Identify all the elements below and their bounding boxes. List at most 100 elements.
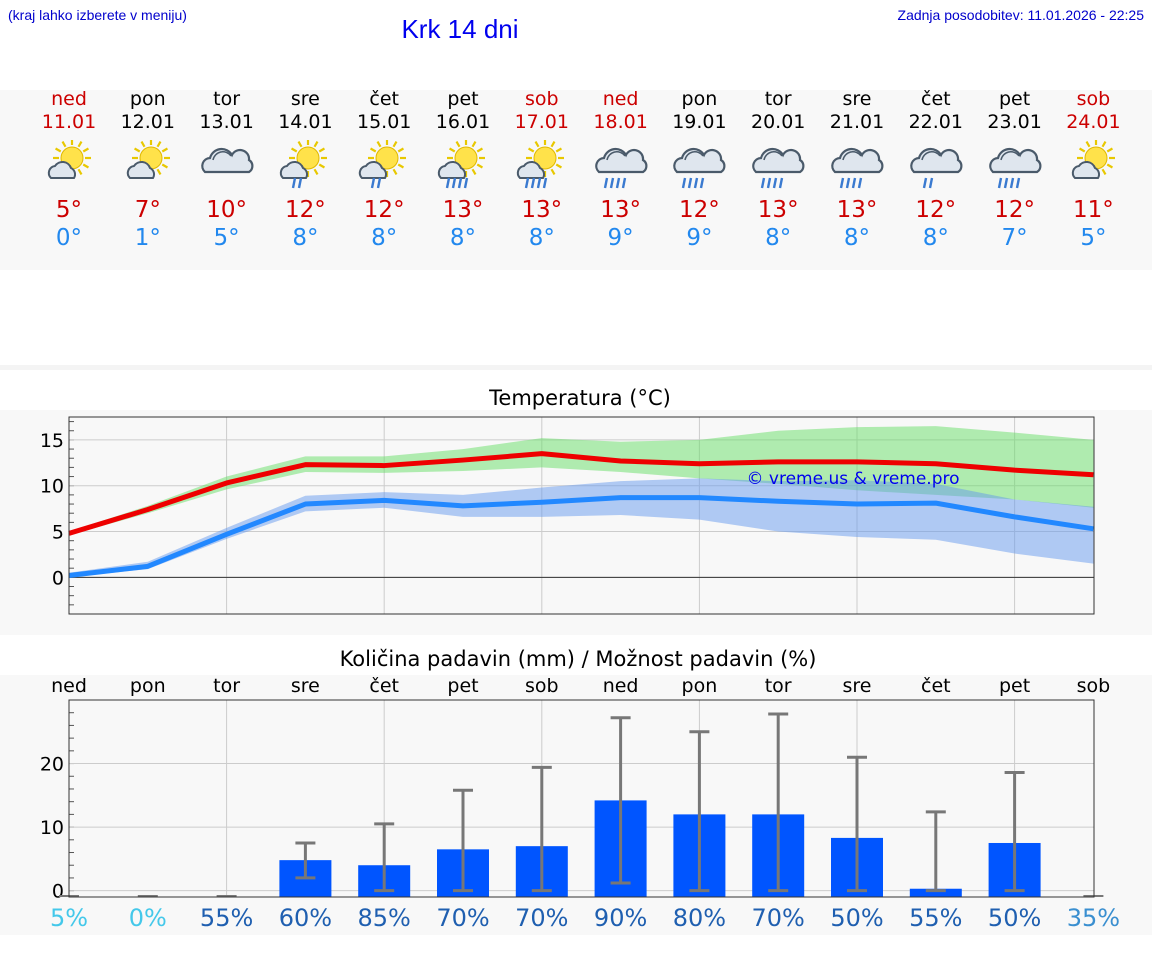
sun-cloud-icon — [1072, 140, 1116, 179]
day-date: 16.01 — [435, 111, 491, 133]
day-date: 18.01 — [593, 111, 648, 133]
sun-cloud-icon — [47, 140, 91, 179]
precip-probability: 60% — [278, 904, 333, 932]
location-menu-hint: (kraj lahko izberete v meniju) — [8, 7, 187, 23]
precipitation-chart-title: Količina padavin (mm) / Možnost padavin … — [339, 647, 817, 671]
day-name: pon — [129, 88, 166, 110]
precip-probability: 70% — [436, 904, 490, 932]
day-date: 23.01 — [987, 111, 1042, 133]
temp-min: 9° — [686, 225, 713, 251]
day-name: tor — [213, 88, 241, 110]
temp-max: 12° — [679, 197, 720, 223]
precip-day-label: sre — [290, 675, 320, 697]
temp-min: 8° — [765, 225, 792, 251]
day-date: 21.01 — [829, 111, 885, 133]
day-name: čet — [369, 88, 399, 110]
temp-min: 7° — [1001, 225, 1028, 251]
precip-day-label: tor — [213, 675, 241, 697]
temp-max: 11° — [1073, 197, 1114, 223]
cloud-heavy-rain-icon — [594, 147, 648, 189]
temp-min: 5° — [213, 225, 240, 251]
precip-probability: 55% — [199, 904, 254, 932]
watermark: © vreme.us & vreme.pro — [746, 469, 959, 489]
temp-max: 12° — [363, 197, 405, 223]
cloud-heavy-rain-icon — [831, 147, 884, 189]
cloud-heavy-rain-icon — [988, 147, 1042, 189]
day-forecast: sob 24.01 11° 5° — [1054, 88, 1133, 252]
day-forecast: ned 11.01 5° 0° — [30, 88, 109, 252]
precip-day-label: pet — [447, 675, 479, 697]
cloud-icon — [200, 147, 254, 174]
sun-cloud-heavy-rain-icon — [516, 140, 564, 189]
day-name: ned — [602, 88, 639, 110]
day-date: 24.01 — [1066, 111, 1121, 133]
precip-probability: 70% — [751, 904, 805, 932]
day-forecast: čet 22.01 12° 8° — [896, 88, 975, 252]
day-forecast: pet 16.01 13° 8° — [424, 88, 503, 252]
plot-frame — [68, 699, 1095, 898]
day-name: čet — [921, 88, 951, 110]
divider — [0, 365, 1152, 370]
precip-probability: 50% — [830, 904, 884, 932]
temp-max: 13° — [757, 197, 799, 223]
day-date: 13.01 — [199, 111, 254, 133]
day-name: sob — [525, 88, 559, 110]
y-tick-label: 5 — [52, 522, 64, 544]
precip-probability: 80% — [672, 904, 727, 932]
precip-day-label: pet — [998, 675, 1031, 697]
y-tick-label: 10 — [40, 476, 64, 498]
day-date: 15.01 — [356, 111, 412, 133]
day-name: sre — [290, 88, 320, 110]
day-forecast: pon 12.01 7° 1° — [108, 88, 187, 252]
temp-max: 13° — [442, 197, 484, 223]
precip-day-label: čet — [921, 675, 951, 697]
day-name: sre — [842, 88, 872, 110]
temp-max: 12° — [285, 197, 326, 223]
day-name: ned — [51, 88, 87, 110]
y-tick-label: 10 — [40, 817, 64, 839]
max-temp-line — [68, 451, 1094, 536]
precip-day-label: sob — [1076, 675, 1111, 697]
temp-min: 8° — [292, 225, 319, 251]
temp-max: 13° — [600, 197, 641, 223]
forecast-strip — [0, 90, 1152, 270]
precip-day-label: tor — [764, 675, 792, 697]
temp-max: 12° — [915, 197, 957, 223]
precip-bar — [909, 888, 962, 897]
precip-day-label: čet — [369, 675, 399, 697]
cloud-heavy-rain-icon — [673, 147, 726, 189]
day-date: 20.01 — [750, 111, 806, 133]
y-tick-label: 0 — [52, 567, 64, 589]
temp-max: 10° — [206, 197, 247, 223]
precip-probability: 70% — [515, 904, 569, 932]
day-date: 14.01 — [278, 111, 333, 133]
temp-max: 7° — [134, 197, 161, 223]
precip-day-label: ned — [602, 675, 639, 697]
day-date: 12.01 — [120, 111, 175, 133]
temp-min: 8° — [528, 225, 555, 251]
day-name: tor — [764, 88, 792, 110]
sun-cloud-rain-icon — [359, 140, 407, 189]
precip-probability: 5% — [49, 904, 89, 932]
temp-min: 8° — [449, 225, 477, 251]
precip-day-label: pon — [129, 675, 166, 697]
precip-probability: 0% — [128, 904, 167, 932]
precip-day-label: pon — [681, 675, 718, 697]
cloud-heavy-rain-icon — [752, 147, 805, 189]
temp-min: 5° — [1080, 225, 1107, 251]
temp-min: 8° — [843, 225, 871, 251]
y-tick-label: 15 — [40, 430, 64, 452]
page-title: Krk 14 dni — [401, 14, 519, 44]
precip-probability: 85% — [357, 904, 411, 932]
day-forecast: čet 15.01 12° 8° — [345, 88, 424, 252]
precip-probability: 35% — [1066, 904, 1121, 932]
plot-frame — [68, 416, 1095, 615]
day-forecast: ned 18.01 13° 9° — [581, 88, 660, 252]
precip-day-label: ned — [51, 675, 87, 697]
day-forecast: sre 21.01 13° 8° — [818, 88, 897, 252]
day-name: pon — [681, 88, 718, 110]
plot-area — [69, 700, 1094, 897]
precip-probability: 50% — [987, 904, 1042, 932]
